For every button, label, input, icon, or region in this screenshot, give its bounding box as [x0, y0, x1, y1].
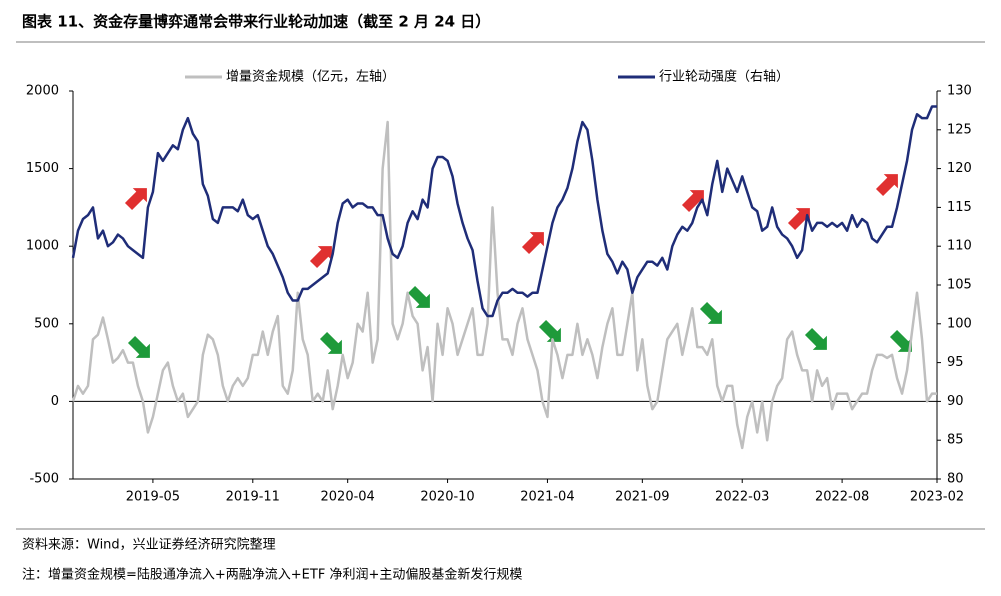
y-tick-label: 0 [51, 394, 59, 409]
x-tick-label: 2022-03 [715, 490, 769, 505]
y2-tick-label: 80 [947, 472, 964, 487]
y2-tick-label: 105 [947, 278, 972, 293]
y-tick-label: 2000 [26, 84, 59, 99]
x-tick-label: 2020-10 [420, 490, 474, 505]
series-line [71, 120, 937, 450]
y-tick-label: 1500 [26, 161, 59, 176]
x-tick-label: 2023-02 [910, 490, 964, 505]
y2-tick-label: 125 [947, 122, 972, 137]
source: 资料来源：Wind，兴业证券经济研究院整理 [22, 537, 276, 553]
down-arrow [319, 331, 342, 354]
y2-tick-label: 95 [947, 355, 964, 370]
x-tick-label: 2021-09 [615, 490, 669, 505]
up-arrow [521, 232, 544, 255]
down-arrow [407, 285, 430, 308]
y2-tick-label: 85 [947, 433, 964, 448]
chart-title: 图表 11、资金存量博弈通常会带来行业轮动加速（截至 2 月 24 日） [22, 13, 490, 31]
legend-label: 增量资金规模（亿元，左轴） [226, 69, 395, 85]
y-tick-label: 1000 [26, 239, 59, 254]
up-arrow [124, 188, 147, 211]
up-arrow [787, 208, 810, 231]
y2-tick-label: 120 [947, 161, 972, 176]
y2-tick-label: 110 [947, 239, 972, 254]
y2-tick-label: 90 [947, 394, 964, 409]
down-arrow [538, 319, 561, 342]
down-arrow [699, 301, 722, 324]
down-arrow [889, 329, 912, 352]
down-arrow [804, 327, 827, 350]
down-arrow [127, 335, 150, 358]
y-tick-label: -500 [29, 472, 59, 487]
x-tick-label: 2020-04 [321, 490, 375, 505]
series-line [71, 105, 937, 318]
y2-tick-label: 100 [947, 316, 972, 331]
x-tick-label: 2019-05 [126, 490, 180, 505]
up-arrow [681, 190, 704, 213]
y2-tick-label: 115 [947, 200, 972, 215]
x-tick-label: 2022-08 [815, 490, 869, 505]
up-arrow [309, 246, 332, 269]
y2-tick-label: 130 [947, 84, 972, 99]
arrows [124, 174, 912, 358]
legend-label: 行业轮动强度（右轴） [659, 69, 789, 85]
y-tick-label: 500 [34, 316, 59, 331]
x-tick-label: 2021-04 [520, 490, 574, 505]
note: 注：增量资金规模=陆股通净流入+两融净流入+ETF 净利润+主动偏股基金新发行规… [22, 567, 522, 583]
x-tick-label: 2019-11 [226, 490, 280, 505]
up-arrow [875, 174, 898, 197]
